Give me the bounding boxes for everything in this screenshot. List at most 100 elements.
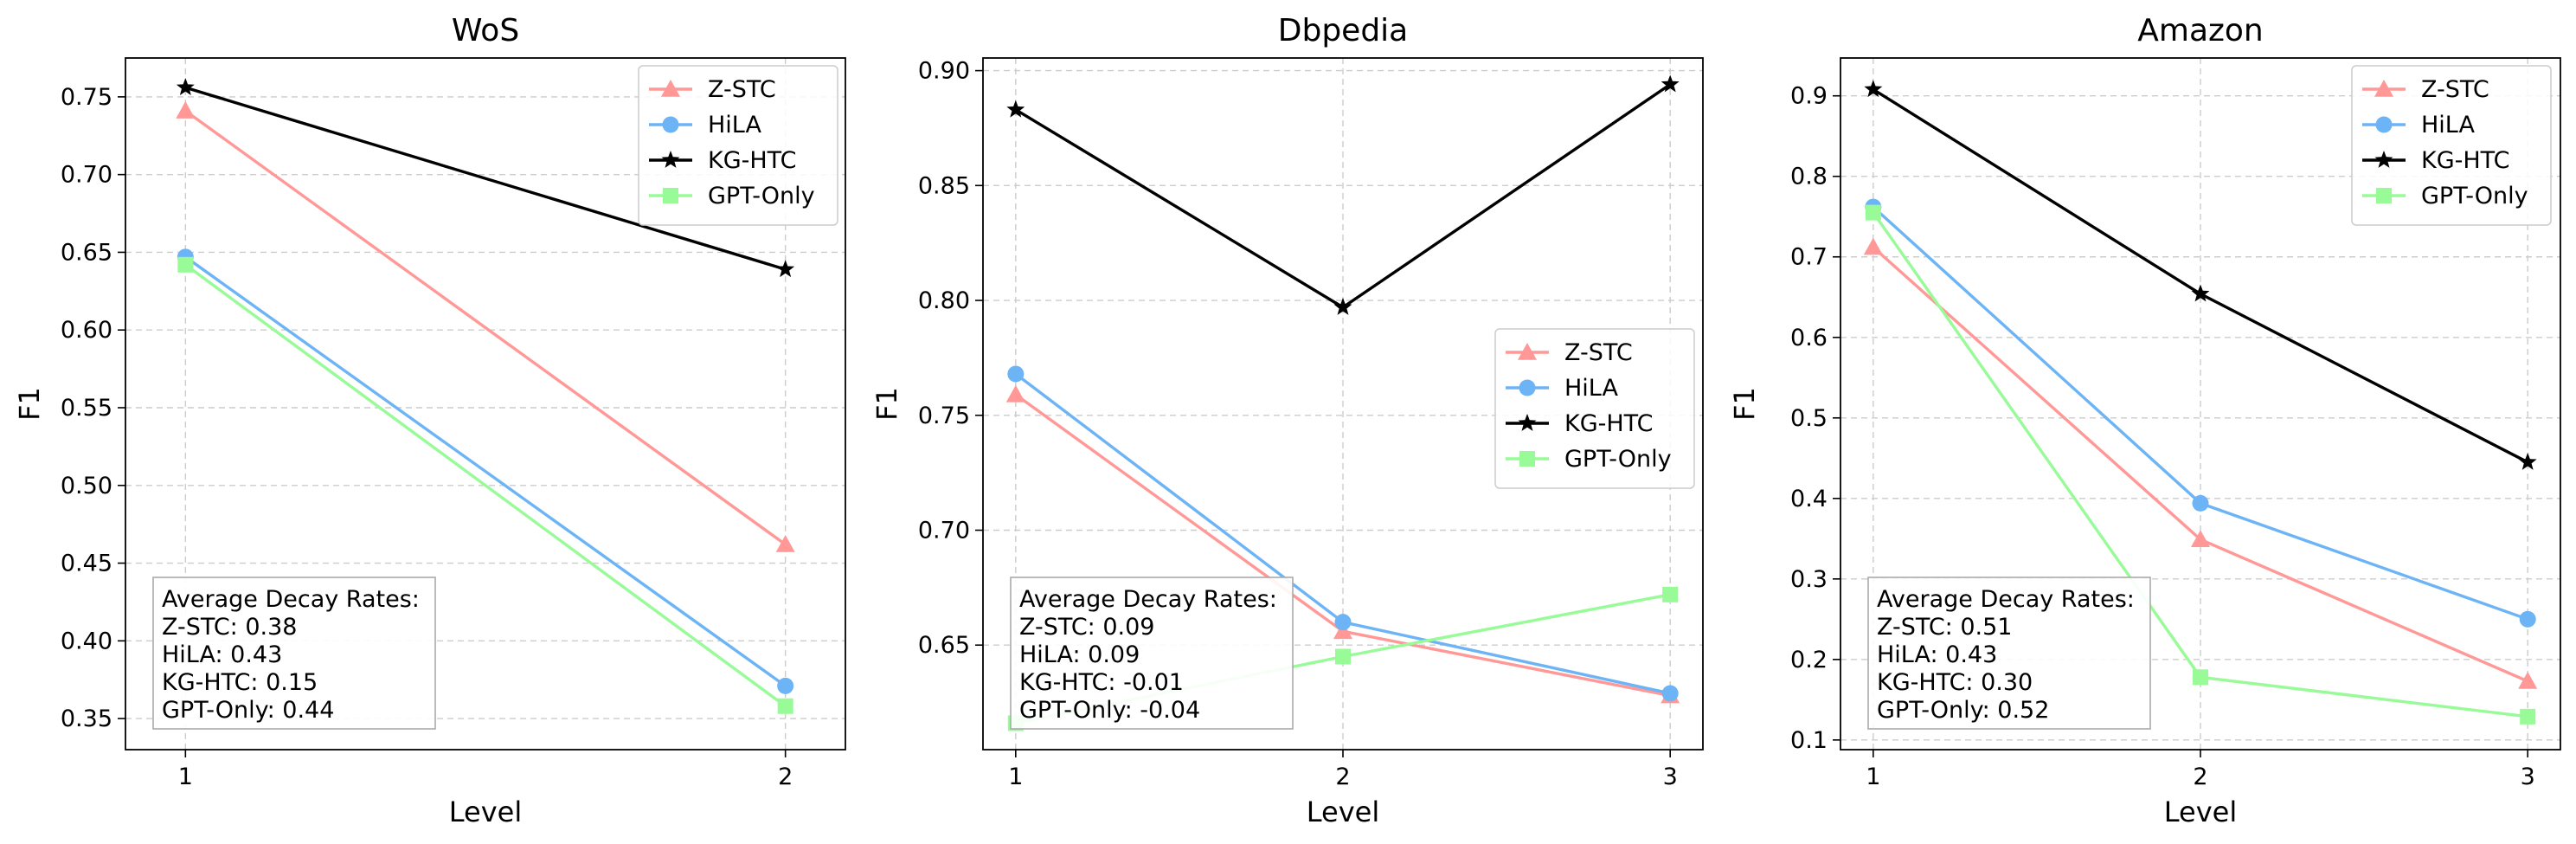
x-axis-label: Level xyxy=(2164,796,2237,828)
data-point xyxy=(777,677,794,694)
y-tick-label: 0.85 xyxy=(918,172,970,199)
chart-title: Amazon xyxy=(2137,13,2264,48)
y-tick-label: 0.65 xyxy=(918,632,970,659)
y-tick-label: 0.45 xyxy=(61,551,112,577)
legend-label: HiLA xyxy=(2421,112,2475,139)
legend-marker xyxy=(2374,80,2393,97)
y-tick-label: 0.40 xyxy=(61,628,112,654)
legend-marker xyxy=(1519,379,1536,396)
data-point xyxy=(2192,494,2209,512)
legend-marker xyxy=(662,116,679,133)
legend-marker xyxy=(661,80,680,97)
legend-marker xyxy=(2375,116,2393,133)
x-tick-label: 3 xyxy=(1663,763,1678,790)
series-gpt-only xyxy=(177,256,793,714)
data-point xyxy=(2518,671,2538,689)
legend-label: Z-STC xyxy=(708,76,776,103)
data-point xyxy=(777,698,793,714)
stats-line: GPT-Only: 0.44 xyxy=(162,697,334,724)
axes-frame xyxy=(125,57,846,751)
stats-line: KG-HTC: 0.30 xyxy=(1877,669,2033,696)
data-point xyxy=(177,256,194,273)
y-axis-label: F1 xyxy=(13,387,46,421)
stats-title: Average Decay Rates: xyxy=(1877,586,2135,613)
stats-line: GPT-Only: 0.52 xyxy=(1877,697,2049,724)
data-point xyxy=(1864,80,1883,98)
series-gpt-only xyxy=(1865,204,2536,725)
chart-title: Dbpedia xyxy=(1278,13,1409,48)
x-axis-label: Level xyxy=(1307,796,1379,828)
y-axis-label: F1 xyxy=(1728,387,1761,421)
legend: Z-STC HiLA KG-HTC GPT-Only xyxy=(1494,328,1695,489)
y-tick-label: 0.75 xyxy=(61,84,112,111)
stats-line: KG-HTC: 0.15 xyxy=(162,669,318,696)
data-point xyxy=(1334,614,1352,631)
x-tick-label: 3 xyxy=(2521,763,2535,790)
data-point xyxy=(2519,610,2536,628)
series-hila xyxy=(1007,365,1679,702)
stats-line: Z-STC: 0.38 xyxy=(162,614,297,641)
series-line xyxy=(184,86,787,271)
y-tick-label: 0.80 xyxy=(918,287,970,314)
data-point xyxy=(2191,530,2210,548)
data-point xyxy=(1006,100,1025,118)
legend-label: KG-HTC xyxy=(708,147,796,174)
legend-label: HiLA xyxy=(1564,375,1618,402)
chart-title: WoS xyxy=(452,13,519,48)
x-axis-label: Level xyxy=(449,796,522,828)
legend-marker xyxy=(2374,151,2393,168)
legend-label: GPT-Only xyxy=(1564,446,1672,473)
stats-box xyxy=(152,577,436,730)
y-tick-label: 0.35 xyxy=(61,705,112,732)
data-point xyxy=(2191,284,2210,302)
stats-box xyxy=(1867,577,2151,730)
series-kg-htc xyxy=(1006,74,1680,315)
data-point xyxy=(1335,648,1351,665)
y-tick-label: 0.1 xyxy=(1790,727,1828,754)
legend-label: KG-HTC xyxy=(2421,147,2509,174)
data-point xyxy=(1661,685,1679,702)
series-line xyxy=(184,263,787,708)
y-tick-label: 0.75 xyxy=(918,403,970,429)
data-point xyxy=(176,101,196,119)
stats-line: HiLA: 0.09 xyxy=(1019,641,1140,668)
stats-line: Z-STC: 0.09 xyxy=(1019,614,1154,641)
chart-panel-dbpedia: 0.65 0.70 0.75 0.80 0.85 0.90 1 2 3 Dbpedia Level F… xyxy=(870,13,1704,828)
y-tick-label: 0.70 xyxy=(918,517,970,544)
series-line xyxy=(184,255,787,687)
y-tick-label: 0.60 xyxy=(61,317,112,344)
data-point xyxy=(176,78,195,96)
stats-line: HiLA: 0.43 xyxy=(162,641,282,668)
y-tick-label: 0.55 xyxy=(61,395,112,422)
legend-label: Z-STC xyxy=(2421,76,2489,103)
series-kg-htc xyxy=(1864,80,2537,470)
series-kg-htc xyxy=(176,78,795,278)
data-point xyxy=(1863,237,1883,255)
data-point xyxy=(1333,298,1352,315)
stats-title: Average Decay Rates: xyxy=(1019,586,1277,613)
series-z-stc xyxy=(176,101,795,552)
series-z-stc xyxy=(1863,237,2538,689)
axes-frame xyxy=(982,57,1704,751)
series-line xyxy=(184,109,787,546)
stats-line: HiLA: 0.43 xyxy=(1877,641,1997,668)
y-tick-label: 0.65 xyxy=(61,239,112,266)
y-tick-label: 0.8 xyxy=(1790,164,1828,190)
legend-box xyxy=(638,65,838,226)
x-tick-label: 2 xyxy=(778,763,793,790)
legend-marker xyxy=(663,188,678,203)
legend-label: HiLA xyxy=(708,112,761,139)
legend-marker xyxy=(1518,414,1537,431)
axes-frame xyxy=(1840,57,2561,751)
legend: Z-STC HiLA KG-HTC GPT-Only xyxy=(638,65,838,226)
data-point xyxy=(775,534,795,552)
data-point xyxy=(1865,204,1881,221)
y-tick-label: 0.6 xyxy=(1790,325,1828,351)
data-point xyxy=(1661,74,1680,93)
y-tick-label: 0.90 xyxy=(918,58,970,85)
y-tick-label: 0.5 xyxy=(1790,405,1828,432)
stats-title: Average Decay Rates: xyxy=(162,586,420,613)
